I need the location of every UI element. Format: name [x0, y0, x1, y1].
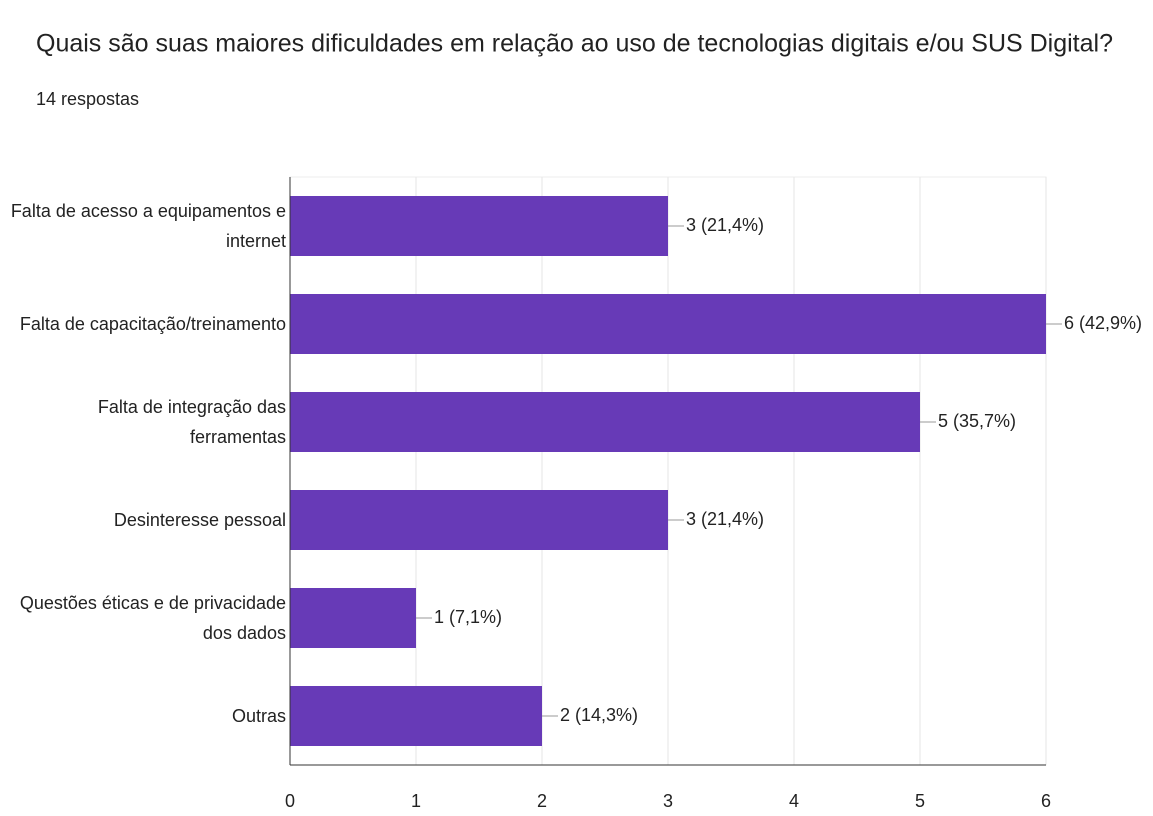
x-tick-label: 3 — [663, 791, 673, 811]
value-label: 6 (42,9%) — [1064, 313, 1142, 333]
value-label: 3 (21,4%) — [686, 215, 764, 235]
x-tick-label: 4 — [789, 791, 799, 811]
y-tick-label: Questões éticas e de privacidade dos dad… — [19, 593, 286, 643]
chart-subtitle: 14 respostas — [36, 89, 139, 109]
bar — [290, 588, 416, 648]
value-label: 2 (14,3%) — [560, 705, 638, 725]
x-tick-label: 5 — [915, 791, 925, 811]
y-tick-label: Outras — [231, 706, 286, 726]
bar — [290, 686, 542, 746]
y-tick-label: Falta de acesso a equipamentos e interne… — [10, 201, 286, 251]
y-tick-label: Falta de integração das ferramentas — [97, 397, 286, 447]
bar — [290, 392, 920, 452]
x-tick-label: 2 — [537, 791, 547, 811]
value-label: 3 (21,4%) — [686, 509, 764, 529]
y-tick-label: Desinteresse pessoal — [113, 510, 286, 530]
x-tick-label: 0 — [285, 791, 295, 811]
x-tick-label: 1 — [411, 791, 421, 811]
value-label: 5 (35,7%) — [938, 411, 1016, 431]
y-tick-label: Falta de capacitação/treinamento — [19, 314, 286, 334]
value-label: 1 (7,1%) — [434, 607, 502, 627]
bar — [290, 294, 1046, 354]
bar — [290, 490, 668, 550]
x-tick-label: 6 — [1041, 791, 1051, 811]
chart-title: Quais são suas maiores dificuldades em r… — [36, 30, 1113, 58]
bar — [290, 196, 668, 256]
